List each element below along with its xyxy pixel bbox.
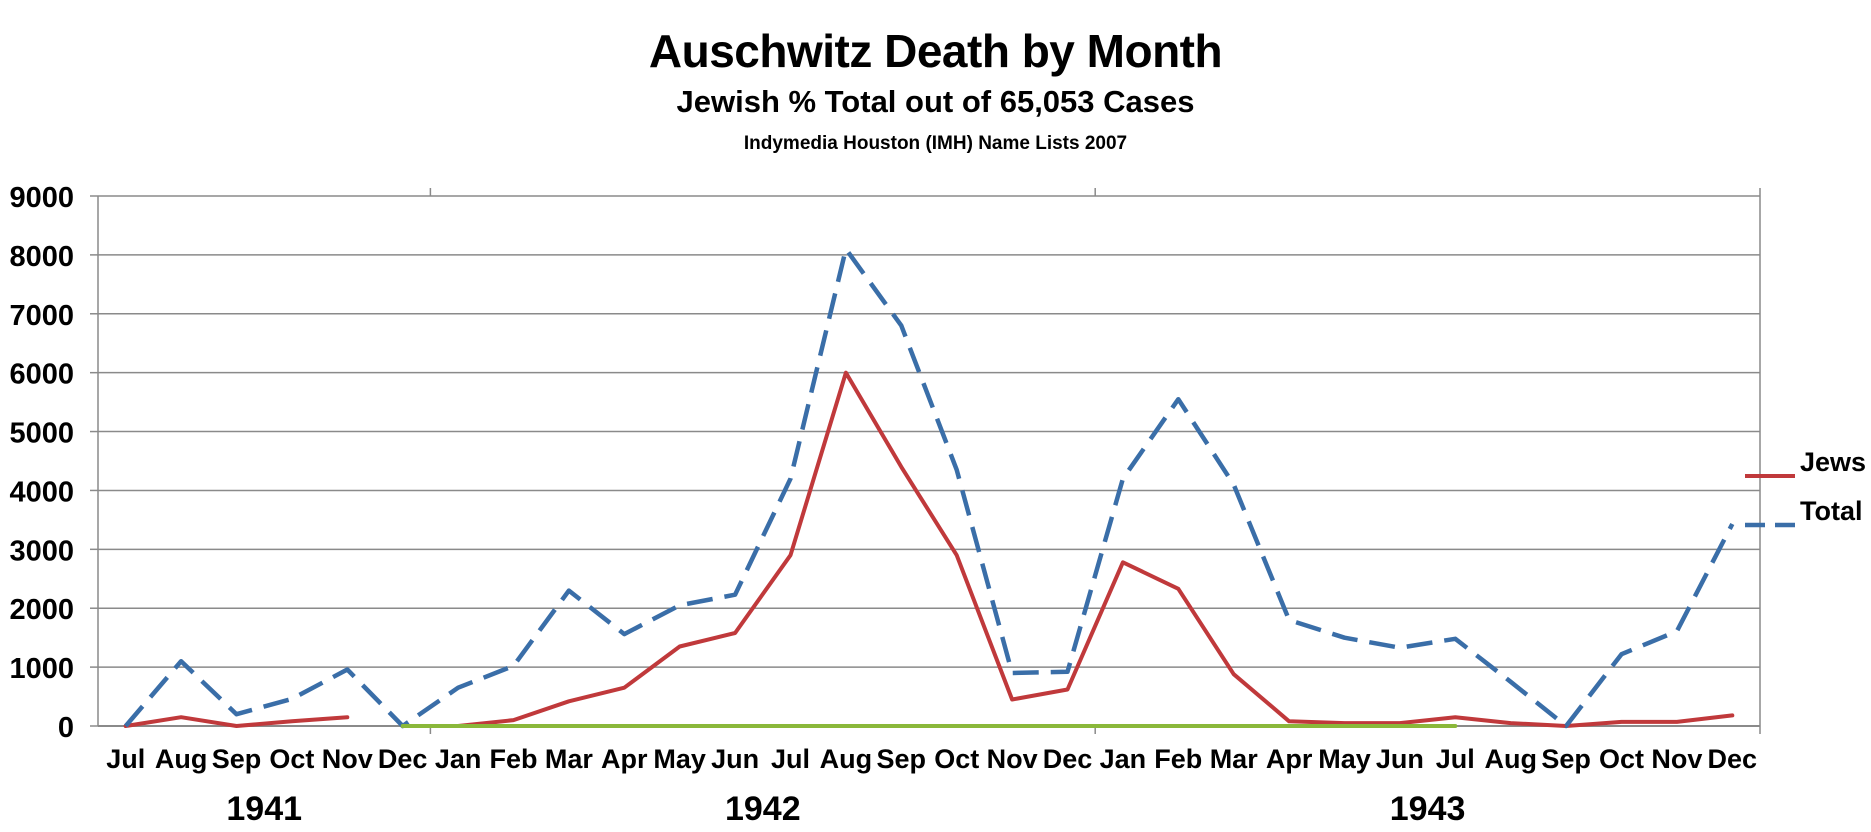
x-tick-label: Aug <box>820 744 872 774</box>
legend-label: Total <box>1800 496 1863 526</box>
x-tick-label: Jan <box>435 744 482 774</box>
x-tick-label: Dec <box>378 744 428 774</box>
x-tick-label: Oct <box>934 744 979 774</box>
x-tick-label: Sep <box>1541 744 1591 774</box>
y-tick-labels: 0 1000 2000 3000 4000 5000 6000 7000 8000 9000 <box>9 182 74 744</box>
series-line-total <box>123 246 1735 729</box>
y-tick-label: 0 <box>58 712 74 744</box>
x-tick-label: May <box>1318 744 1371 774</box>
y-tick-label: 3000 <box>9 535 74 567</box>
x-tick-label: Jun <box>711 744 759 774</box>
year-label: 1942 <box>725 790 801 828</box>
x-tick-label: Aug <box>155 744 207 774</box>
y-tick-label: 8000 <box>9 241 74 273</box>
x-tick-label: Nov <box>322 744 373 774</box>
year-labels: 1941 1942 1943 <box>226 790 1465 828</box>
x-tick-label: Sep <box>877 744 927 774</box>
series-line-jews <box>123 715 350 728</box>
x-tick-label: Feb <box>1154 744 1202 774</box>
chart-subtitle: Jewish % Total out of 65,053 Cases <box>676 84 1195 119</box>
x-tick-label: Apr <box>601 744 648 774</box>
gridlines <box>98 195 1760 668</box>
axes <box>90 188 1761 734</box>
x-tick-label: Mar <box>1210 744 1259 774</box>
y-tick-label: 6000 <box>9 359 74 391</box>
y-tick-label: 4000 <box>9 476 74 508</box>
x-tick-label: Sep <box>212 744 262 774</box>
x-tick-label: Jan <box>1100 744 1147 774</box>
x-tick-label: Nov <box>1651 744 1702 774</box>
x-tick-label: Nov <box>987 744 1038 774</box>
x-tick-label: Jun <box>1376 744 1424 774</box>
legend-label: Jews <box>1800 447 1866 477</box>
x-tick-label: Dec <box>1043 744 1093 774</box>
chart-title: Auschwitz Death by Month <box>648 25 1223 77</box>
series-line-jews <box>456 370 1735 728</box>
year-label: 1941 <box>226 790 302 828</box>
series-lines <box>123 246 1735 729</box>
chart-source-note: Indymedia Houston (IMH) Name Lists 2007 <box>743 133 1128 154</box>
y-tick-label: 9000 <box>9 182 74 214</box>
year-label: 1943 <box>1390 790 1466 828</box>
x-tick-label: Oct <box>1599 744 1644 774</box>
x-tick-label: May <box>653 744 706 774</box>
y-tick-label: 7000 <box>9 300 74 332</box>
y-tick-label: 5000 <box>9 418 74 450</box>
x-tick-labels: Jul Aug Sep Oct Nov Dec Jan Feb Mar Apr May Jun Jul A… <box>106 744 1757 774</box>
x-tick-label: Jul <box>771 744 810 774</box>
y-tick-label: 2000 <box>9 594 74 626</box>
x-tick-label: Aug <box>1484 744 1536 774</box>
x-tick-label: Apr <box>1266 744 1313 774</box>
x-tick-label: Dec <box>1708 744 1758 774</box>
legend: Jews Total <box>1745 447 1866 528</box>
x-tick-label: Jul <box>106 744 145 774</box>
x-tick-label: Oct <box>269 744 314 774</box>
x-tick-label: Feb <box>489 744 537 774</box>
x-tick-label: Mar <box>545 744 594 774</box>
x-tick-label: Jul <box>1436 744 1475 774</box>
y-tick-label: 1000 <box>9 653 74 685</box>
